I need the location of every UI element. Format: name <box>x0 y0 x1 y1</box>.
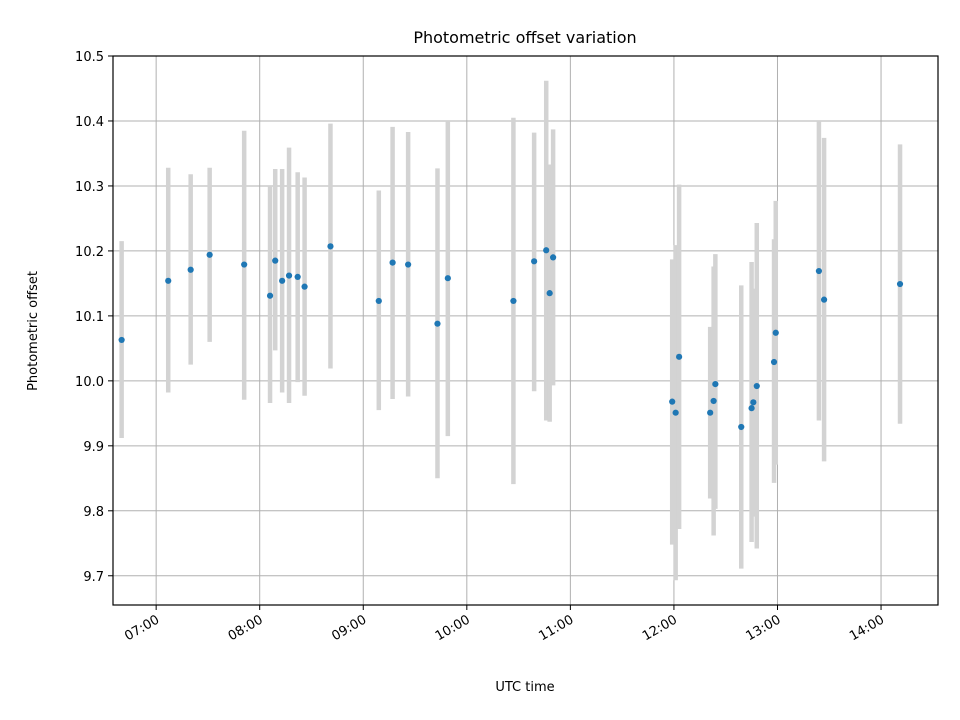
data-point <box>301 283 308 290</box>
y-tick-label: 10.3 <box>75 180 104 195</box>
data-point <box>546 290 553 297</box>
data-point <box>896 280 904 288</box>
data-point <box>327 243 334 250</box>
y-tick-label: 9.7 <box>83 570 104 585</box>
data-point <box>550 254 557 261</box>
y-tick-label: 10.1 <box>75 310 104 325</box>
plot-frame <box>112 55 939 606</box>
data-point <box>266 292 274 299</box>
data-point <box>510 297 517 305</box>
y-tick-label: 10.2 <box>75 245 104 260</box>
data-point <box>434 320 441 327</box>
data-point <box>294 273 301 280</box>
data-point <box>389 259 396 266</box>
data-point <box>187 266 194 273</box>
y-tick-label: 9.8 <box>83 505 104 520</box>
y-tick-label: 10.5 <box>75 50 104 65</box>
y-tick-label: 9.9 <box>83 440 104 455</box>
data-point <box>285 272 293 279</box>
data-point <box>676 353 683 360</box>
data-point <box>815 267 823 275</box>
data-point <box>241 261 248 268</box>
data-point <box>707 409 714 416</box>
data-point <box>710 397 717 405</box>
data-point <box>750 399 757 406</box>
data-point <box>531 258 538 265</box>
data-point <box>543 247 550 254</box>
data-point <box>118 336 125 344</box>
data-point <box>165 277 172 284</box>
data-point <box>444 275 451 282</box>
data-point <box>672 409 679 416</box>
data-point <box>738 423 745 431</box>
data-point <box>669 398 676 405</box>
data-point <box>712 381 719 388</box>
data-point <box>272 257 279 264</box>
data-point <box>206 251 213 258</box>
data-point <box>770 358 778 366</box>
x-axis-label: UTC time <box>495 680 554 695</box>
y-tick-label: 10.4 <box>75 115 104 130</box>
data-point <box>772 329 779 336</box>
data-points <box>118 243 904 431</box>
data-point <box>279 277 286 284</box>
data-point <box>405 261 412 268</box>
y-axis-ticks: 9.7 9.8 9.9 10.0 10.1 10.2 10.3 10.4 10.5 <box>75 50 113 585</box>
data-point <box>748 405 755 412</box>
y-tick-label: 10.0 <box>75 375 104 390</box>
chart-title: Photometric offset variation <box>413 28 636 47</box>
data-point <box>375 297 382 305</box>
data-point <box>820 296 828 303</box>
y-axis-label: Photometric offset <box>26 271 41 391</box>
data-point <box>753 382 760 390</box>
